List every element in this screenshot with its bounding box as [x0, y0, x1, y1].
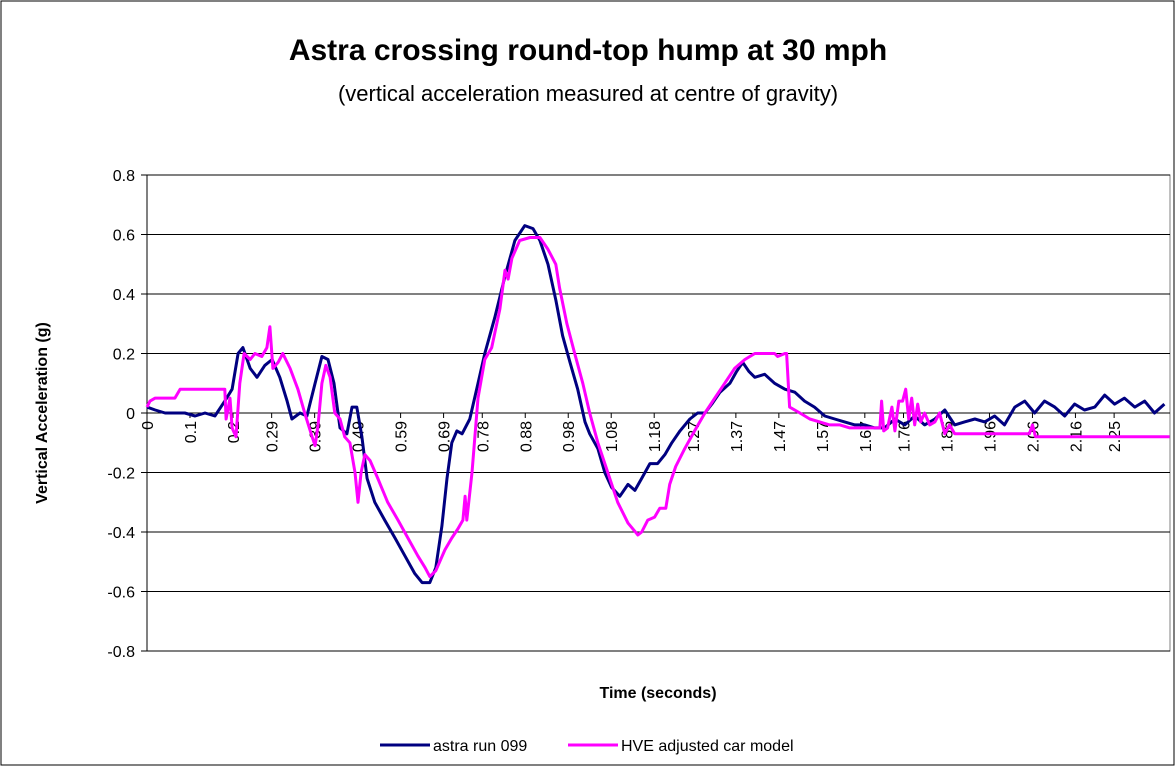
y-tick-label: 0.8 [113, 168, 135, 185]
x-tick-label: 1.37 [729, 421, 746, 452]
x-tick-label: 1.96 [982, 421, 999, 452]
x-tick-label: 1.57 [815, 421, 832, 452]
x-tick-label: 1.08 [604, 421, 621, 452]
legend-label: astra run 099 [433, 738, 527, 755]
x-tick-label: 0.78 [475, 421, 492, 452]
y-tick-label: -0.8 [107, 644, 135, 661]
y-tick-label: 0.2 [113, 347, 135, 364]
y-tick-label: -0.2 [107, 466, 135, 483]
x-tick-label: 0 [140, 421, 157, 430]
y-tick-label: 0.6 [113, 228, 135, 245]
x-tick-label: 0.98 [561, 421, 578, 452]
y-tick-label: 0.4 [113, 287, 135, 304]
x-tick-label: 0.1 [183, 421, 200, 443]
x-tick-label: 0.69 [437, 421, 454, 452]
series-line [146, 224, 1166, 585]
chart-title: Astra crossing round-top hump at 30 mph [289, 34, 887, 67]
x-tick-label: 1.47 [772, 421, 789, 452]
y-tick-label: -0.6 [107, 585, 135, 602]
x-axis-title: Time (seconds) [599, 685, 716, 702]
series-line [145, 236, 1170, 579]
x-tick-label: 1.18 [647, 421, 664, 452]
x-tick-label: 0.29 [265, 421, 282, 452]
x-tick-label: 0.59 [394, 421, 411, 452]
chart-subtitle: (vertical acceleration measured at centr… [338, 81, 838, 106]
x-tick-label: 1.27 [686, 421, 703, 452]
y-tick-label: 0 [126, 406, 135, 423]
y-axis-title: Vertical Acceleration (g) [34, 322, 51, 504]
legend-label: HVE adjusted car model [621, 738, 794, 755]
y-tick-label: -0.4 [107, 525, 135, 542]
x-tick-label: 0.88 [518, 421, 535, 452]
x-tick-label: 1.76 [897, 421, 914, 452]
